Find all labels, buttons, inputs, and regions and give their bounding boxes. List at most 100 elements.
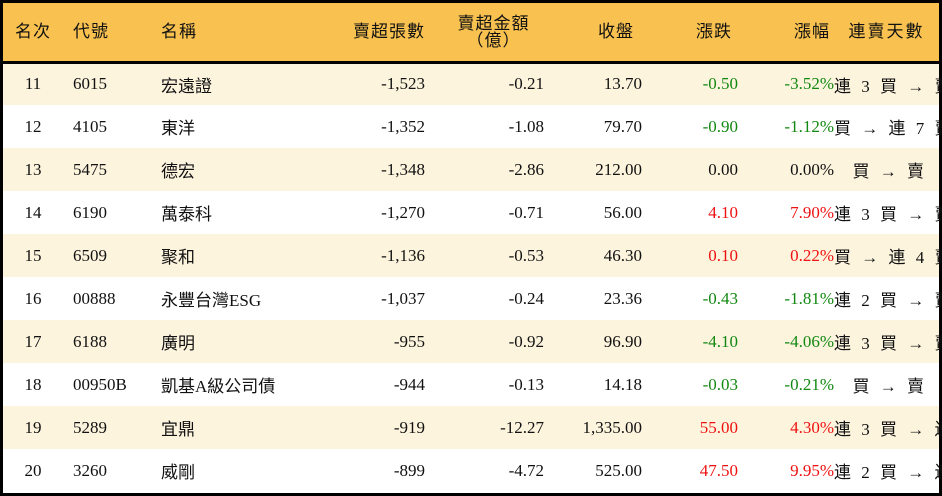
cell-name: 東洋 bbox=[161, 119, 195, 138]
cell-change: -0.43 bbox=[702, 288, 738, 308]
cell-name: 廣明 bbox=[161, 334, 195, 353]
header-name: 名稱 bbox=[151, 3, 321, 64]
cell-code: 6190 bbox=[73, 202, 107, 222]
cell-change: 4.10 bbox=[708, 202, 738, 222]
header-rank: 名次 bbox=[3, 3, 63, 64]
cell-sell-volume: -899 bbox=[393, 460, 425, 480]
cell-sell-amount: -12.27 bbox=[500, 417, 544, 437]
cell-change-pct: 9.95% bbox=[790, 460, 834, 480]
cell-sell-amount: -0.71 bbox=[508, 202, 544, 222]
cell-close: 14.18 bbox=[603, 374, 642, 394]
cell-streak: 連 2 買 → 連 3 賣 bbox=[834, 463, 942, 482]
cell-code: 00888 bbox=[73, 288, 116, 308]
cell-sell-amount: -0.92 bbox=[508, 331, 544, 351]
cell-streak: 連 2 買 → 賣 bbox=[834, 291, 942, 310]
cell-rank: 16 bbox=[24, 288, 42, 308]
cell-change: 0.00 bbox=[708, 159, 738, 179]
cell-name: 威剛 bbox=[161, 463, 195, 482]
cell-change: -0.50 bbox=[702, 74, 738, 94]
table-row: 17 6188 廣明 -955 -0.92 96.90 -4.10 -4.06%… bbox=[3, 320, 942, 363]
cell-close: 13.70 bbox=[603, 74, 642, 94]
cell-name: 宜鼎 bbox=[161, 420, 195, 439]
cell-rank: 19 bbox=[24, 417, 42, 437]
table-row: 13 5475 德宏 -1,348 -2.86 212.00 0.00 0.00… bbox=[3, 148, 939, 191]
cell-streak: 連 3 買 → 賣 bbox=[834, 205, 942, 224]
cell-close: 525.00 bbox=[595, 460, 642, 480]
cell-change-pct: 4.30% bbox=[790, 417, 834, 437]
table-row: 12 4105 東洋 -1,352 -1.08 79.70 -0.90 -1.1… bbox=[3, 105, 942, 148]
table-row: 15 6509 聚和 -1,136 -0.53 46.30 0.10 0.22%… bbox=[3, 234, 942, 277]
cell-close: 212.00 bbox=[595, 159, 642, 179]
cell-sell-amount: -4.72 bbox=[508, 460, 544, 480]
cell-close: 46.30 bbox=[603, 245, 642, 265]
cell-change-pct: -0.21% bbox=[784, 374, 834, 394]
cell-rank: 14 bbox=[24, 202, 42, 222]
cell-streak: 買 → 賣 bbox=[852, 377, 927, 396]
cell-change-pct: -4.06% bbox=[784, 331, 834, 351]
cell-change: -0.90 bbox=[702, 116, 738, 136]
cell-rank: 20 bbox=[24, 460, 42, 480]
header-code: 代號 bbox=[63, 3, 151, 64]
cell-name: 永豐台灣ESG bbox=[161, 291, 262, 310]
cell-change-pct: -3.52% bbox=[784, 74, 834, 94]
cell-change: -0.03 bbox=[702, 374, 738, 394]
cell-name: 宏遠證 bbox=[161, 76, 212, 96]
cell-code: 4105 bbox=[73, 116, 107, 136]
header-change: 漲跌 bbox=[642, 3, 738, 64]
cell-name: 聚和 bbox=[161, 248, 195, 267]
cell-name: 萬泰科 bbox=[161, 205, 212, 224]
cell-sell-amount: -1.08 bbox=[508, 116, 544, 136]
table-row: 16 00888 永豐台灣ESG -1,037 -0.24 23.36 -0.4… bbox=[3, 277, 942, 320]
cell-sell-amount: -2.86 bbox=[508, 159, 544, 179]
cell-code: 6015 bbox=[73, 74, 107, 94]
cell-change-pct: 0.00% bbox=[790, 159, 834, 179]
cell-sell-volume: -955 bbox=[393, 331, 425, 351]
cell-sell-volume: -1,523 bbox=[381, 74, 425, 94]
cell-streak: 連 3 買 → 連 5 賣 bbox=[834, 420, 942, 439]
header-sell-amount-line2: （億） bbox=[466, 30, 521, 50]
cell-code: 00950B bbox=[73, 374, 127, 394]
header-close: 收盤 bbox=[544, 3, 642, 64]
table-header-row: 名次 代號 名稱 賣超張數 賣超金額 （億） 收盤 漲跌 漲幅 連賣天數 bbox=[3, 3, 939, 64]
table-row: 11 6015 宏遠證 -1,523 -0.21 13.70 -0.50 -3.… bbox=[3, 62, 942, 105]
cell-change: 55.00 bbox=[699, 417, 738, 437]
cell-rank: 18 bbox=[24, 374, 42, 394]
cell-rank: 11 bbox=[24, 74, 42, 94]
cell-rank: 15 bbox=[24, 245, 42, 265]
cell-name: 凱基A級公司債 bbox=[161, 377, 276, 396]
cell-streak: 買 → 連 4 賣 bbox=[834, 248, 942, 267]
cell-code: 3260 bbox=[73, 460, 107, 480]
cell-sell-volume: -1,037 bbox=[381, 288, 425, 308]
cell-sell-amount: -0.21 bbox=[508, 74, 544, 94]
header-sell-volume: 賣超張數 bbox=[321, 3, 425, 64]
net-sell-ranking-table: 名次 代號 名稱 賣超張數 賣超金額 （億） 收盤 漲跌 漲幅 連賣天數 11 … bbox=[3, 3, 942, 492]
cell-sell-volume: -919 bbox=[393, 417, 425, 437]
cell-sell-volume: -1,348 bbox=[381, 159, 425, 179]
cell-code: 6188 bbox=[73, 331, 107, 351]
cell-sell-amount: -0.13 bbox=[508, 374, 544, 394]
header-streak: 連賣天數 bbox=[834, 3, 939, 64]
cell-sell-volume: -944 bbox=[393, 374, 425, 394]
table-row: 14 6190 萬泰科 -1,270 -0.71 56.00 4.10 7.90… bbox=[3, 191, 942, 234]
table-row: 18 00950B 凱基A級公司債 -944 -0.13 14.18 -0.03… bbox=[3, 363, 939, 406]
table-body: 11 6015 宏遠證 -1,523 -0.21 13.70 -0.50 -3.… bbox=[3, 62, 942, 492]
header-sell-amount-line1: 賣超金額 bbox=[457, 13, 530, 33]
cell-streak: 連 3 買 → 賣 bbox=[834, 76, 942, 96]
cell-sell-volume: -1,270 bbox=[381, 202, 425, 222]
cell-change: -4.10 bbox=[702, 331, 738, 351]
cell-code: 5475 bbox=[73, 159, 107, 179]
header-change-pct: 漲幅 bbox=[738, 3, 834, 64]
cell-streak: 買 → 連 7 賣 bbox=[834, 119, 942, 138]
cell-change-pct: 0.22% bbox=[790, 245, 834, 265]
header-sell-amount: 賣超金額 （億） bbox=[425, 3, 544, 64]
cell-close: 56.00 bbox=[603, 202, 642, 222]
table-row: 19 5289 宜鼎 -919 -12.27 1,335.00 55.00 4.… bbox=[3, 406, 942, 449]
cell-change: 0.10 bbox=[708, 245, 738, 265]
cell-close: 1,335.00 bbox=[582, 417, 643, 437]
cell-close: 96.90 bbox=[603, 331, 642, 351]
cell-name: 德宏 bbox=[161, 162, 195, 181]
cell-close: 23.36 bbox=[603, 288, 642, 308]
cell-change-pct: -1.81% bbox=[784, 288, 834, 308]
cell-close: 79.70 bbox=[603, 116, 642, 136]
